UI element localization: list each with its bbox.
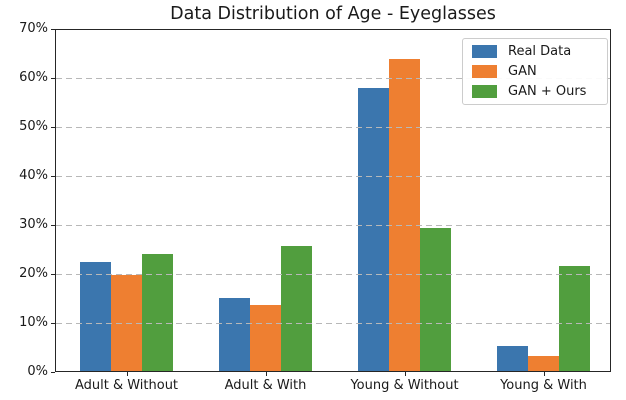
y-tick-label: 10% — [19, 315, 48, 330]
bar-real-data-young-with — [497, 346, 528, 371]
bar-gan-ours-young-with — [559, 265, 590, 371]
y-tick-mark — [51, 225, 55, 227]
y-tick-label: 50% — [19, 119, 48, 134]
bar-gan-young-with — [528, 355, 559, 371]
y-tick-mark — [51, 29, 55, 31]
gridline-50% — [56, 127, 610, 128]
legend-row-real-data: Real Data — [472, 44, 598, 59]
x-tick-label-young-without: Young & Without — [350, 378, 459, 393]
bar-gan-young-without — [389, 58, 420, 371]
bar-real-data-young-without — [358, 88, 389, 371]
y-tick-label: 30% — [19, 217, 48, 232]
gridline-20% — [56, 274, 610, 275]
gridline-10% — [56, 323, 610, 324]
y-tick-mark — [51, 323, 55, 325]
x-tick-mark — [126, 372, 128, 376]
legend: Real Data GAN GAN + Ours — [462, 38, 608, 105]
bar-real-data-adult-with — [219, 298, 250, 371]
gridline-60% — [56, 78, 610, 79]
x-tick-label-young-with: Young & With — [500, 378, 587, 393]
legend-row-gan-ours: GAN + Ours — [472, 84, 598, 99]
bar-real-data-adult-without — [80, 262, 111, 371]
x-tick-mark — [265, 372, 267, 376]
y-tick-mark — [51, 372, 55, 374]
y-tick-label: 20% — [19, 266, 48, 281]
y-tick-label: 60% — [19, 70, 48, 85]
y-tick-mark — [51, 78, 55, 80]
legend-swatch-icon — [472, 64, 497, 78]
bar-gan-adult-with — [250, 304, 281, 371]
chart-title: Data Distribution of Age - Eyeglasses — [170, 4, 496, 24]
gridline-40% — [56, 176, 610, 177]
y-tick-mark — [51, 127, 55, 129]
y-tick-label: 40% — [19, 168, 48, 183]
y-tick-mark — [51, 176, 55, 178]
x-tick-label-adult-with: Adult & With — [224, 378, 307, 393]
bar-gan-ours-adult-without — [142, 254, 173, 371]
bar-gan-ours-young-without — [420, 227, 451, 371]
legend-label: GAN — [508, 63, 537, 79]
bar-gan-ours-adult-with — [281, 246, 312, 371]
y-tick-label: 0% — [27, 364, 48, 379]
x-tick-label-adult-without: Adult & Without — [74, 378, 179, 393]
legend-swatch-icon — [472, 84, 497, 98]
x-tick-mark — [404, 372, 406, 376]
y-tick-label: 70% — [19, 21, 48, 36]
y-tick-mark — [51, 274, 55, 276]
legend-row-gan: GAN — [472, 64, 598, 79]
x-tick-mark — [543, 372, 545, 376]
legend-label: GAN + Ours — [508, 83, 587, 99]
legend-swatch-icon — [472, 45, 497, 59]
legend-label: Real Data — [508, 44, 572, 60]
gridline-30% — [56, 225, 610, 226]
